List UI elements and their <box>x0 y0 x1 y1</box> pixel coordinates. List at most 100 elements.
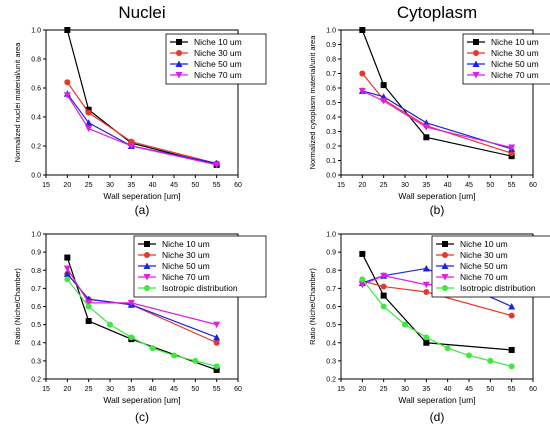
legend-label: Niche 50 um <box>491 59 539 69</box>
x-axis: 15 20 25 30 35 40 45 50 55 60 <box>337 379 537 393</box>
data-point <box>127 143 135 150</box>
legend-swatch-marker <box>144 241 150 247</box>
x-tick-label: 25 <box>380 182 388 189</box>
y-tick-label: 0.7 <box>326 286 336 293</box>
y-tick-label: 0.4 <box>31 340 41 347</box>
y-tick-label: 0.5 <box>326 322 336 329</box>
x-axis-label: Wall seperation [um] <box>398 395 475 405</box>
y-tick-label: 0.2 <box>326 377 336 384</box>
y-tick-label: 0.2 <box>326 144 336 151</box>
y-axis-label: Ratio (Niche/Chamber) <box>13 268 22 345</box>
legend-label: Niche 70 um <box>194 70 242 80</box>
x-tick-label: 45 <box>170 386 178 393</box>
y-tick-label: 0.1 <box>326 158 336 165</box>
x-tick-label: 45 <box>170 182 178 189</box>
y-tick-label: 0.6 <box>326 304 336 311</box>
legend-swatch-marker <box>176 50 182 56</box>
data-point <box>380 98 388 105</box>
data-point <box>85 109 92 116</box>
x-tick-label: 55 <box>508 182 516 189</box>
data-point <box>423 339 430 346</box>
data-point <box>380 82 387 89</box>
y-tick-label: 1.0 <box>326 232 336 239</box>
legend-swatch-marker <box>441 274 449 281</box>
legend-swatch-marker <box>473 39 479 45</box>
series-line <box>362 90 512 150</box>
y-axis-label: Normalized cytoplasm material/unit area <box>308 35 317 170</box>
x-tick-label: 25 <box>85 386 93 393</box>
data-point <box>85 125 93 133</box>
y-axis: 0.2 0.3 0.4 0.5 0.6 0.7 0.8 0.9 1.0 <box>31 232 46 384</box>
data-point <box>85 299 93 307</box>
y-tick-label: 0.6 <box>326 86 336 93</box>
data-point <box>85 119 93 126</box>
y-tick-label: 0.0 <box>31 173 41 180</box>
plot-frame <box>45 29 239 176</box>
y-tick-label: 0.6 <box>31 304 41 311</box>
x-tick-label: 60 <box>234 182 242 189</box>
y-tick-label: 1.0 <box>31 28 41 35</box>
legend-swatch-marker <box>175 72 183 79</box>
chart-title: Nuclei <box>118 3 165 22</box>
x-tick-label: 30 <box>401 386 409 393</box>
y-tick-label: 1.0 <box>31 232 41 239</box>
x-tick-label: 60 <box>529 182 537 189</box>
data-point <box>85 303 92 310</box>
x-tick-label: 40 <box>149 182 157 189</box>
legend-swatch-marker <box>144 252 150 258</box>
x-tick-label: 15 <box>42 182 50 189</box>
data-point <box>423 289 430 295</box>
series-line <box>362 90 512 149</box>
y-tick-label: 0.4 <box>326 115 336 122</box>
x-tick-label: 20 <box>63 182 71 189</box>
data-point <box>358 87 366 95</box>
series-line <box>66 278 217 367</box>
data-point <box>63 270 71 277</box>
x-tick-label: 25 <box>85 182 93 189</box>
y-tick-label: 0.9 <box>326 250 336 257</box>
x-tick-label: 35 <box>422 386 430 393</box>
x-tick-label: 20 <box>358 182 366 189</box>
x-tick-label: 35 <box>127 182 135 189</box>
y-tick-label: 0.2 <box>31 144 41 151</box>
series-line <box>362 280 512 317</box>
legend-label: Niche 10 um <box>491 37 539 47</box>
panel-caption: (b) <box>430 203 445 217</box>
x-tick-label: 15 <box>42 386 50 393</box>
x-tick-label: 50 <box>486 386 494 393</box>
x-axis-label: Wall seperation [um] <box>103 191 180 201</box>
x-tick-label: 50 <box>191 182 199 189</box>
series-4 <box>63 92 221 169</box>
data-point <box>213 366 220 373</box>
legend-swatch-marker <box>442 252 448 258</box>
legend-label: Isotropic distribution <box>162 283 238 293</box>
y-axis-label: Ratio (Niche/Chamber) <box>308 268 317 345</box>
data-point <box>213 339 220 346</box>
series-line <box>361 253 512 351</box>
x-tick-label: 40 <box>444 182 452 189</box>
x-tick-label: 20 <box>63 386 71 393</box>
y-axis-label: Normalized nuclei material/unit area <box>13 42 22 162</box>
data-point <box>213 363 220 370</box>
x-tick-label: 50 <box>191 386 199 393</box>
series-line <box>361 278 512 367</box>
legend-swatch-marker <box>441 262 449 269</box>
data-point <box>423 334 430 341</box>
data-point <box>171 352 177 359</box>
x-axis: 15 20 25 30 35 40 45 50 55 60 <box>337 175 537 189</box>
legend-swatch-marker <box>175 60 183 67</box>
data-point <box>508 312 515 319</box>
x-tick-label: 15 <box>337 386 345 393</box>
series-line <box>66 93 217 164</box>
data-point <box>508 347 515 353</box>
y-tick-label: 0.7 <box>31 286 41 293</box>
series-line <box>361 29 512 157</box>
x-tick-label: 15 <box>337 182 345 189</box>
chart-panel-2: Cytoplasm 15 20 25 30 35 40 45 50 55 60 Wall sepera… <box>308 3 550 217</box>
legend-swatch-marker <box>176 39 182 45</box>
x-tick-label: 55 <box>213 182 221 189</box>
x-tick-label: 20 <box>358 386 366 393</box>
